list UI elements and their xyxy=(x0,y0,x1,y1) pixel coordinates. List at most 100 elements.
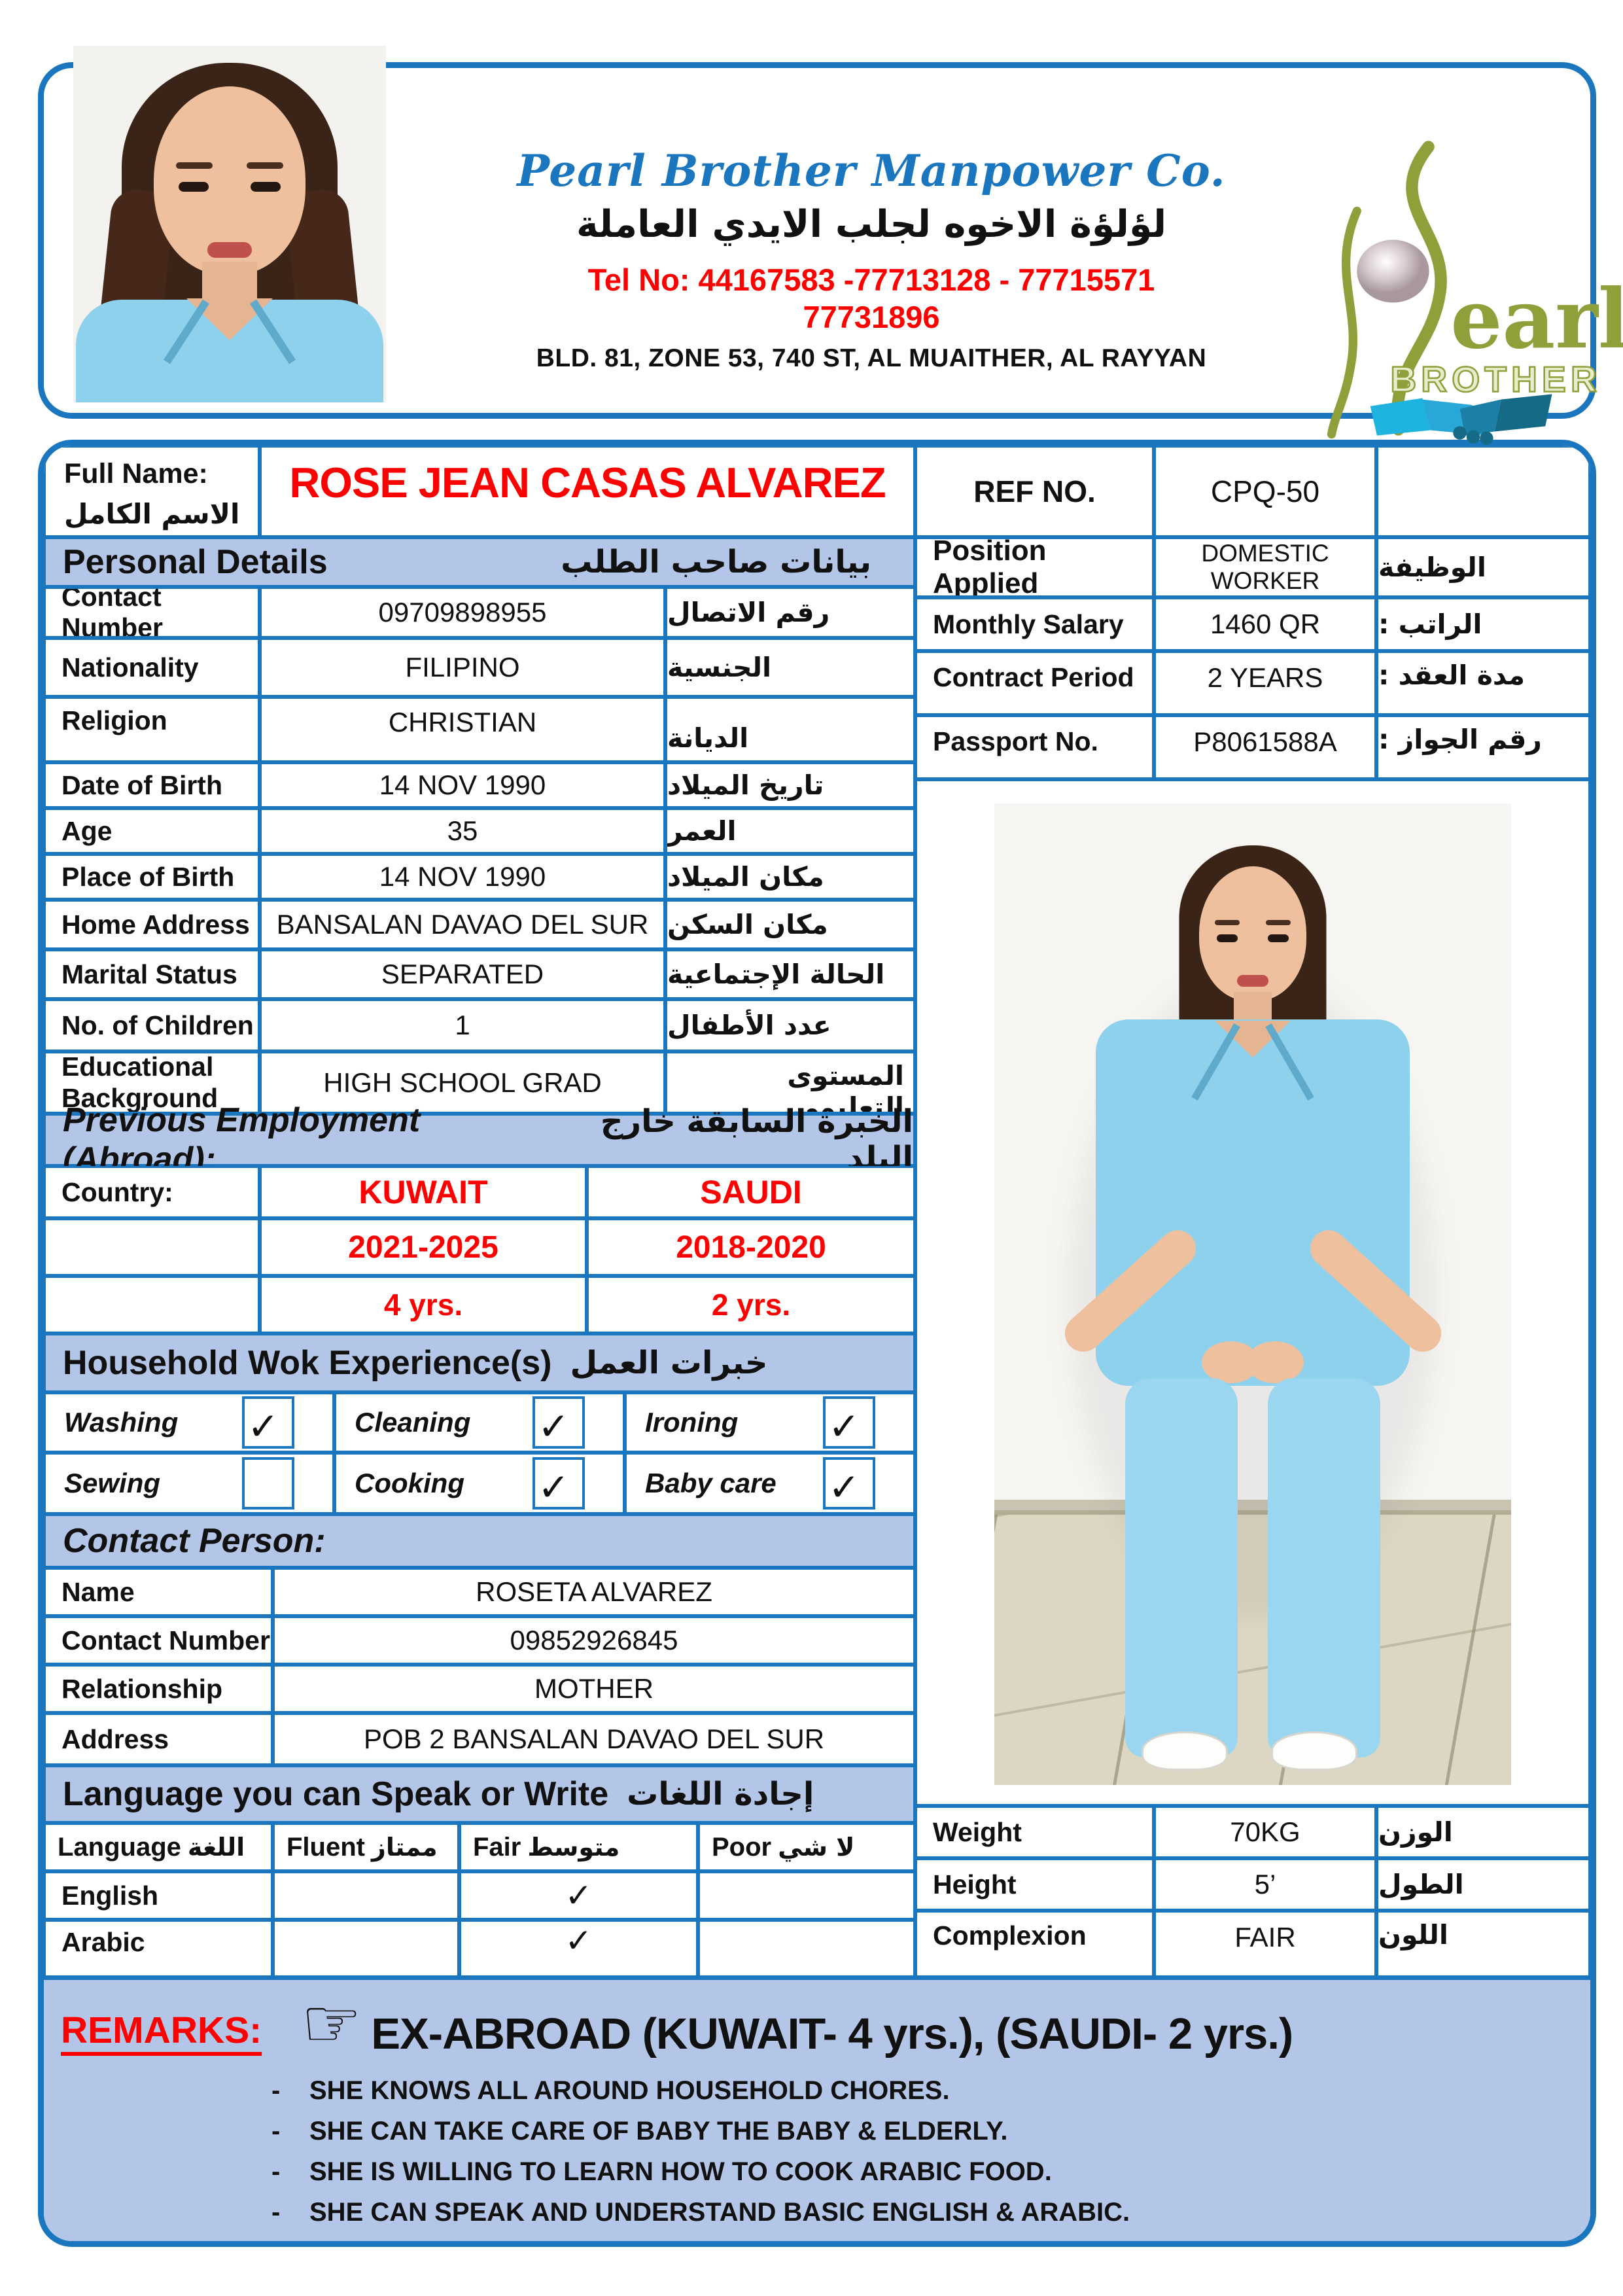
row-monthly-salary: Monthly Salary 1460 QR الراتب : xyxy=(915,597,1590,651)
logo-brother-text: BROTHER xyxy=(1390,359,1601,399)
cooking-label: Cooking xyxy=(355,1468,464,1498)
sewing-label: Sewing xyxy=(64,1468,161,1498)
monthly-salary-value: 1460 QR xyxy=(1154,597,1376,651)
headshot-brow-shape xyxy=(247,162,283,169)
home-address-label-arabic: مكان السكن xyxy=(665,900,915,949)
baby-care-checkmark-icon: ✓ xyxy=(828,1465,860,1510)
personal-details-title: Personal Details xyxy=(63,543,328,581)
ironing-checkmark-icon: ✓ xyxy=(828,1404,860,1449)
weight-value: 70KG xyxy=(1154,1806,1376,1858)
row-employment-period: 2021-2025 2018-2020 xyxy=(44,1218,915,1276)
row-cp-address: Address POB 2 BANSALAN DAVAO DEL SUR xyxy=(44,1713,915,1765)
age-label: Age xyxy=(44,808,260,854)
contact-number-label-arabic: رقم الاتصال xyxy=(665,587,915,638)
company-address: BLD. 81, ZONE 53, 740 ST, AL MUAITHER, A… xyxy=(536,344,1207,372)
remarks-headline: EX-ABROAD (KUWAIT- 4 yrs.), (SAUDI- 2 yr… xyxy=(371,2009,1293,2058)
handshake-icon xyxy=(1370,394,1552,445)
full-name-label-arabic: الاسم الكامل xyxy=(64,498,240,530)
bullet-dash: - xyxy=(271,2198,281,2227)
bullet-dash: - xyxy=(271,2117,281,2146)
place-of-birth-label: Place of Birth xyxy=(44,854,260,900)
educational-background-label-arabic: المستوى التعليمي xyxy=(665,1051,915,1114)
religion-value: CHRISTIAN xyxy=(260,697,665,762)
full-name-label: Full Name: xyxy=(64,458,208,489)
english-label: English xyxy=(44,1871,273,1920)
country-2-value: SAUDI xyxy=(587,1166,915,1218)
headshot-scrub-top-shape xyxy=(76,298,383,402)
duration-1-value: 4 yrs. xyxy=(260,1276,587,1333)
row-cp-contact-number: Contact Number 09852926845 xyxy=(44,1616,915,1665)
language-header-label: Language xyxy=(58,1832,181,1862)
cp-relationship-label: Relationship xyxy=(44,1665,273,1713)
sewing-checkbox xyxy=(242,1457,294,1510)
country-label: Country: xyxy=(44,1166,260,1218)
left-column: Full Name: الاسم الكامل ROSE JEAN CASAS … xyxy=(44,446,915,1977)
row-contract-period: Contract Period 2 YEARS مدة العقد : xyxy=(915,651,1590,715)
company-logo: earl BROTHER xyxy=(1290,132,1623,446)
fluent-header-cell: Fluent ممتاز xyxy=(273,1823,459,1871)
passport-no-value: P8061588A xyxy=(1154,715,1376,779)
washing-label: Washing xyxy=(64,1407,179,1438)
company-name-arabic: لؤلؤة الاخوه لجلب الايدي العاملة xyxy=(576,203,1167,246)
row-cp-relationship: Relationship MOTHER xyxy=(44,1665,915,1713)
date-of-birth-label: Date of Birth xyxy=(44,762,260,808)
cp-address-value: POB 2 BANSALAN DAVAO DEL SUR xyxy=(273,1713,915,1765)
contract-period-value: 2 YEARS xyxy=(1154,651,1376,715)
right-column: REF NO. CPQ-50 Position Applied DOMESTIC… xyxy=(915,446,1590,1977)
language-header-arabic: اللغة xyxy=(187,1833,245,1862)
cooking-checkmark-icon: ✓ xyxy=(538,1465,570,1510)
complexion-label-arabic: اللون xyxy=(1376,1911,1590,1977)
logo-swirl-icon xyxy=(1391,141,1447,436)
english-poor-cell xyxy=(698,1871,915,1920)
row-experience-1: Washing ✓ Cleaning ✓ Ironing ✓ xyxy=(44,1392,915,1453)
marital-status-label: Marital Status xyxy=(44,949,260,999)
marital-status-label-arabic: الحالة الإجتماعية xyxy=(665,949,915,999)
household-experience-banner: Household Wok Experience(s) خبرات العمل xyxy=(44,1333,915,1392)
cp-address-label: Address xyxy=(44,1713,273,1765)
height-value: 5’ xyxy=(1154,1858,1376,1911)
washing-checkmark-icon: ✓ xyxy=(247,1404,279,1449)
religion-label: Religion xyxy=(44,697,260,762)
personal-details-banner: Personal Details بيانات صاحب الطلب xyxy=(44,537,915,587)
photo-shoe-shape xyxy=(1142,1731,1228,1771)
telephone-line-1: Tel No: 44167583 -77713128 - 77715571 xyxy=(587,262,1155,297)
row-weight: Weight 70KG الوزن xyxy=(915,1806,1590,1858)
arabic-poor-cell xyxy=(698,1920,915,1977)
row-full-name: Full Name: الاسم الكامل ROSE JEAN CASAS … xyxy=(44,446,915,537)
poor-header-label: Poor xyxy=(712,1832,772,1862)
language-title-arabic: إجادة اللغات xyxy=(627,1776,814,1812)
remarks-bullet: - SHE CAN SPEAK AND UNDERSTAND BASIC ENG… xyxy=(271,2198,1590,2227)
duration-2-value: 2 yrs. xyxy=(587,1276,915,1333)
place-of-birth-value: 14 NOV 1990 xyxy=(260,854,665,900)
photo-eye-shape xyxy=(1268,934,1289,942)
photo-scrub-top-shape xyxy=(1096,1019,1410,1386)
logo-pearl-text: earl xyxy=(1450,272,1623,367)
applicant-full-body-photo xyxy=(994,804,1511,1785)
row-height: Height 5’ الطول xyxy=(915,1858,1590,1911)
cp-name-value: ROSETA ALVAREZ xyxy=(273,1568,915,1616)
household-experience-title: Household Wok Experience(s) xyxy=(63,1344,552,1382)
bullet-dash: - xyxy=(271,2076,281,2105)
ref-no-label: REF NO. xyxy=(915,446,1154,537)
header-text-block: Pearl Brother Manpower Co. لؤلؤة الاخوه … xyxy=(466,145,1277,373)
bullet-text: SHE CAN TAKE CARE OF BABY THE BABY & ELD… xyxy=(309,2117,1008,2146)
application-form-table: Full Name: الاسم الكامل ROSE JEAN CASAS … xyxy=(38,440,1596,2247)
monthly-salary-label-arabic: الراتب : xyxy=(1376,597,1590,651)
arabic-fair-checkmark: ✓ xyxy=(459,1920,698,1977)
cp-contact-number-value: 09852926845 xyxy=(273,1616,915,1665)
row-country: Country: KUWAIT SAUDI xyxy=(44,1166,915,1218)
row-religion: Religion CHRISTIAN الديانة xyxy=(44,697,915,762)
cooking-checkbox: ✓ xyxy=(532,1457,585,1510)
bullet-text: SHE KNOWS ALL AROUND HOUSEHOLD CHORES. xyxy=(309,2076,950,2105)
ironing-label: Ironing xyxy=(645,1407,739,1438)
company-name: Pearl Brother Manpower Co. xyxy=(517,145,1226,196)
english-fair-checkmark: ✓ xyxy=(459,1871,698,1920)
photo-hand-shape xyxy=(1246,1341,1304,1383)
contract-period-label-arabic: مدة العقد : xyxy=(1376,651,1590,715)
remarks-bullet: - SHE CAN TAKE CARE OF BABY THE BABY & E… xyxy=(271,2117,1590,2146)
ironing-checkbox: ✓ xyxy=(823,1396,875,1449)
marital-status-value: SEPARATED xyxy=(260,949,665,999)
remarks-bullet: - SHE IS WILLING TO LEARN HOW TO COOK AR… xyxy=(271,2157,1590,2187)
row-contact-number: Contact Number 09709898955 رقم الاتصال xyxy=(44,587,915,638)
